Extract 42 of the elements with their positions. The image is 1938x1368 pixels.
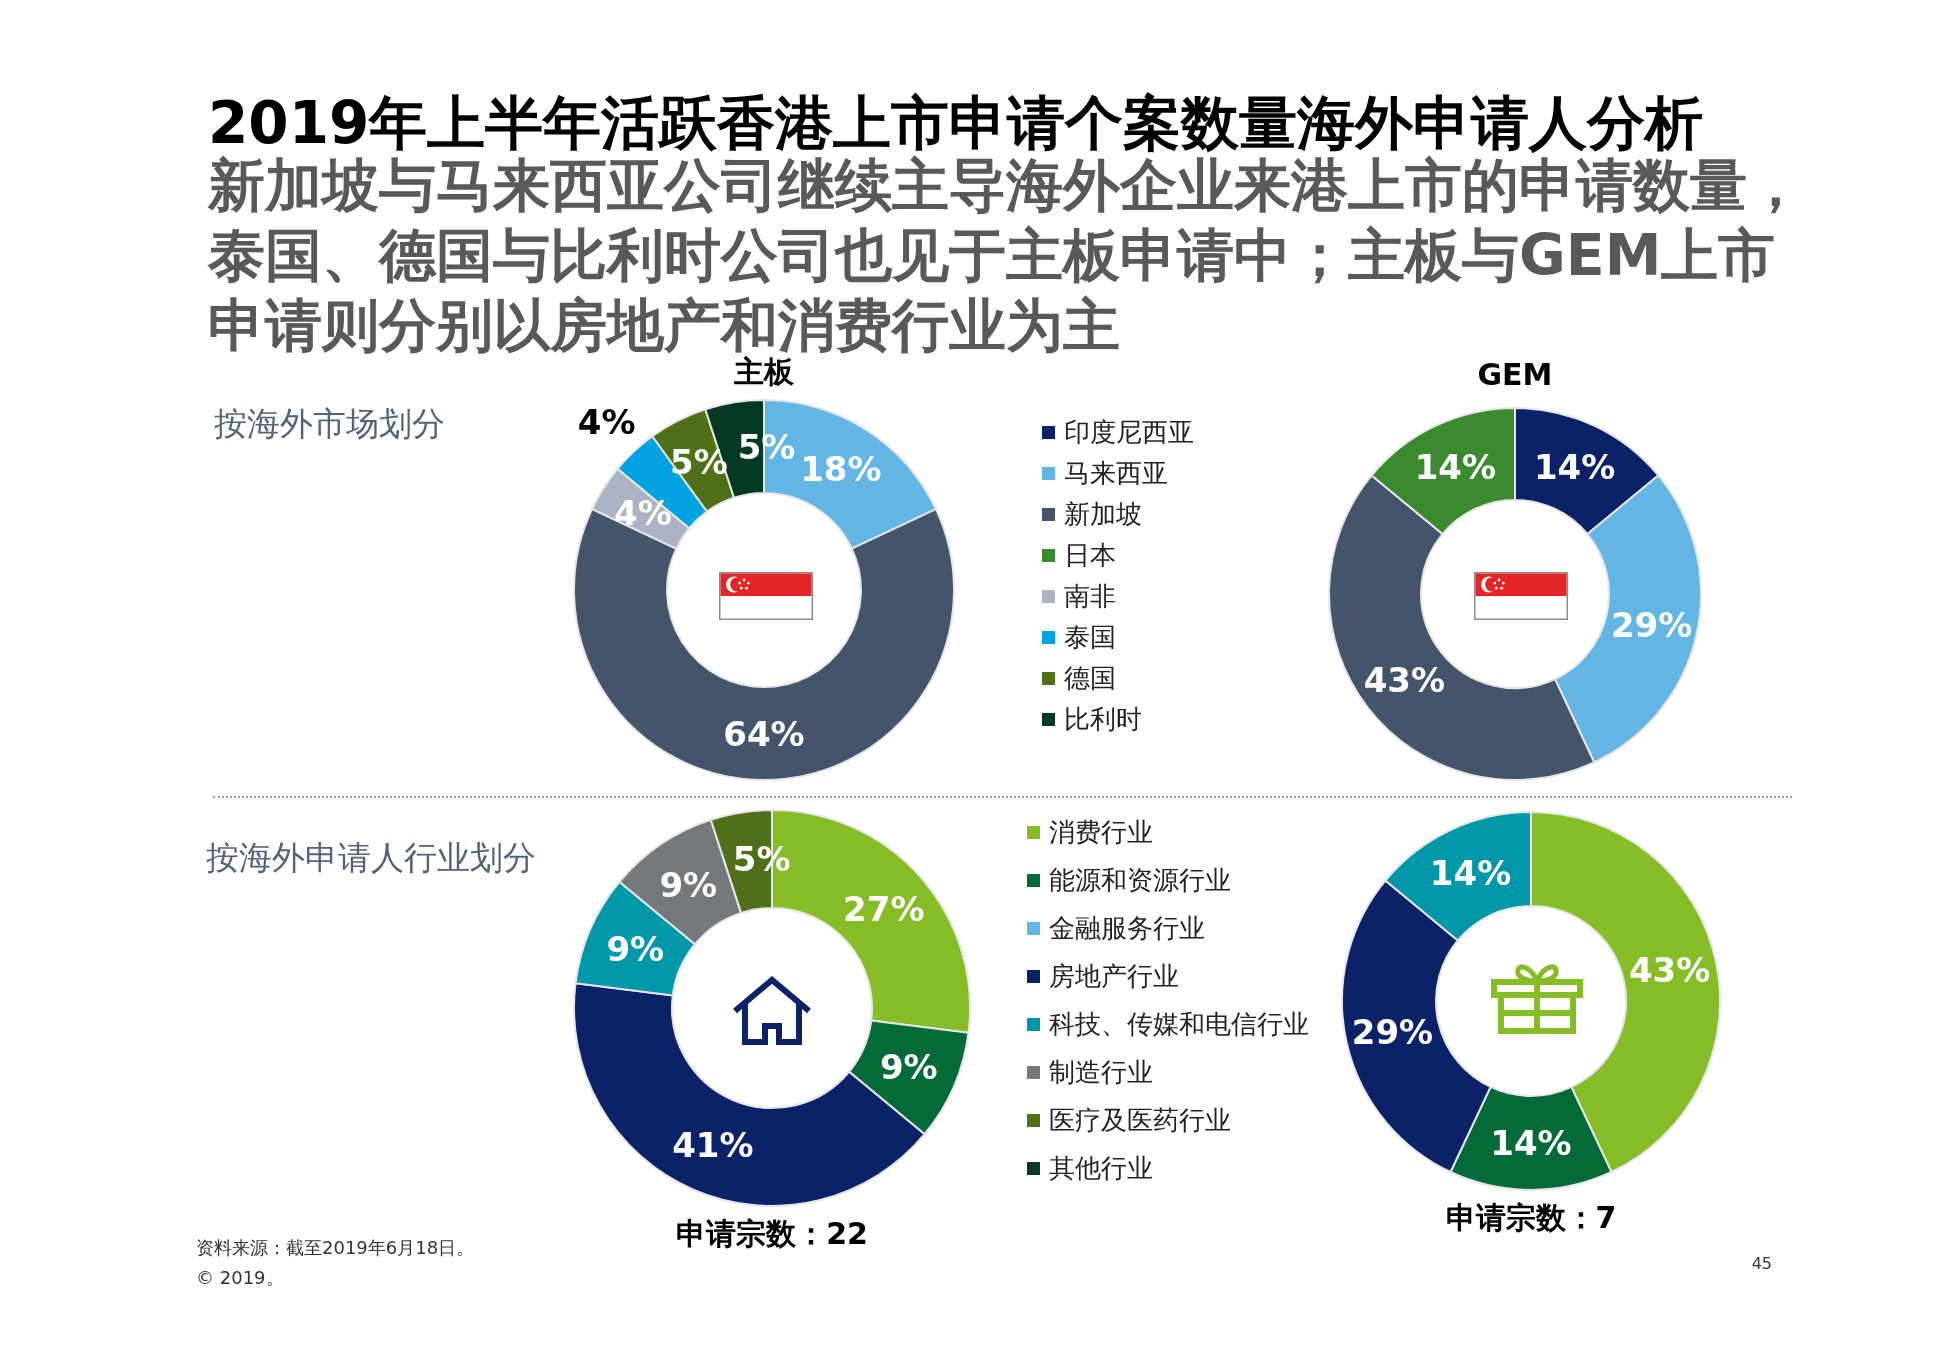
text: 申请宗数：22: [675, 1215, 869, 1253]
data-label: 27%: [843, 889, 925, 930]
legend-label: 金融服务行业: [1049, 912, 1205, 945]
data-label: 9%: [606, 928, 665, 969]
data-label: 14%: [1414, 447, 1497, 488]
chart-subtitle: 按海外市场划分: [214, 403, 445, 445]
data-label: 14%: [1429, 852, 1512, 893]
legend-label: 房地产行业: [1049, 960, 1179, 993]
legend-label: 新加坡: [1064, 498, 1142, 531]
chart-title: GEM: [1476, 356, 1554, 394]
legend-label: 马来西亚: [1064, 457, 1168, 490]
legend-label: 泰国: [1064, 621, 1116, 654]
chart-title: 主板: [733, 353, 795, 391]
text: 按海外申请人行业划分: [206, 837, 536, 879]
data-label: 43%: [1363, 659, 1446, 700]
data-label: 4%: [613, 493, 672, 534]
data-label: 29%: [1610, 604, 1693, 645]
legend-label: 能源和资源行业: [1049, 864, 1231, 897]
data-label: 43%: [1628, 950, 1711, 991]
text: 申请宗数：7: [1444, 1199, 1618, 1237]
data-label: 41%: [672, 1124, 754, 1165]
data-label: 14%: [1533, 447, 1616, 488]
data-label: 64%: [723, 713, 805, 754]
legend-label: 消费行业: [1049, 816, 1153, 849]
data-label: 9%: [879, 1047, 938, 1088]
legend-label: 德国: [1064, 662, 1116, 695]
legend-label: 其他行业: [1049, 1152, 1153, 1185]
legend-label: 日本: [1064, 539, 1116, 572]
legend-label: 科技、传媒和电信行业: [1049, 1008, 1309, 1041]
legend-label: 比利时: [1064, 703, 1142, 736]
text: 45: [1750, 1253, 1772, 1275]
legend-label: 医疗及医药行业: [1049, 1104, 1231, 1137]
data-label: 29%: [1351, 1011, 1434, 1052]
legend-label: 制造行业: [1049, 1056, 1153, 1089]
legend-label: 印度尼西亚: [1064, 416, 1194, 449]
legend-label: 南非: [1064, 580, 1116, 613]
text: 资料来源：截至2019年6月18日。: [196, 1236, 475, 1260]
data-label: 18%: [800, 448, 882, 489]
data-label: 14%: [1490, 1123, 1572, 1163]
data-label: 9%: [659, 864, 718, 905]
data-label: 4%: [577, 402, 636, 443]
text: © 2019。: [196, 1266, 284, 1290]
